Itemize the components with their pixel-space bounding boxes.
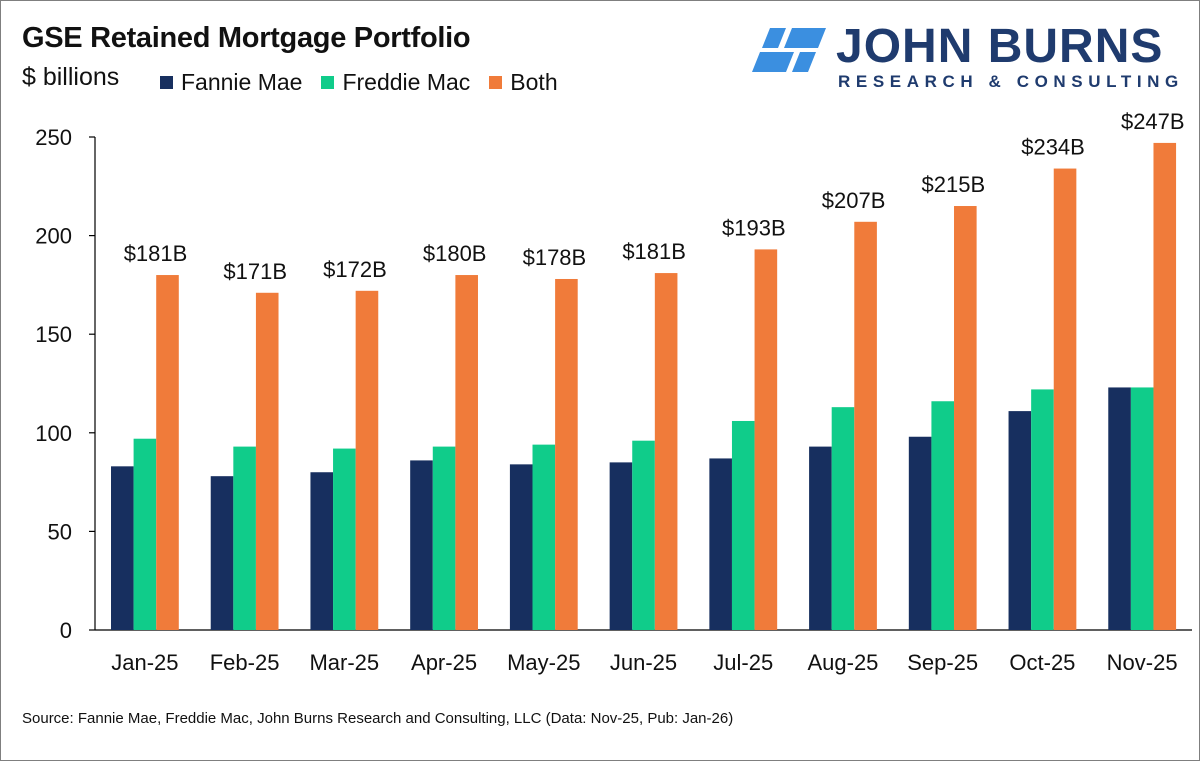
chart-subtitle: $ billions xyxy=(22,63,120,91)
x-tick-label: Jul-25 xyxy=(713,650,773,675)
x-tick-label: Apr-25 xyxy=(411,650,477,675)
data-label: $234B xyxy=(1021,135,1085,160)
data-label: $171B xyxy=(223,259,287,284)
y-tick-label: 250 xyxy=(35,125,72,150)
legend-item-both: Both xyxy=(489,69,558,96)
bar-freddie-mac xyxy=(831,407,855,630)
company-logo: JOHN BURNS RESEARCH & CONSULTING xyxy=(752,20,1178,95)
bar-freddie-mac xyxy=(731,420,755,630)
bar-both xyxy=(156,275,179,630)
bar-freddie-mac xyxy=(233,446,256,630)
y-tick-label: 50 xyxy=(48,519,72,544)
data-label: $247B xyxy=(1121,109,1185,134)
x-tick-label: Jun-25 xyxy=(610,650,677,675)
bar-fannie-mae xyxy=(609,462,633,630)
data-label: $181B xyxy=(622,239,686,264)
bar-fannie-mae xyxy=(908,436,932,630)
logo-mark-stripe-bottom-left xyxy=(752,52,794,72)
legend: Fannie Mae Freddie Mac Both xyxy=(160,69,577,96)
source-note: Source: Fannie Mae, Freddie Mac, John Bu… xyxy=(22,710,734,727)
bar-both xyxy=(1153,142,1177,630)
data-label: $207B xyxy=(822,188,886,213)
bar-freddie-mac xyxy=(632,440,655,630)
x-tick-label: Sep-25 xyxy=(907,650,978,675)
y-tick-label: 200 xyxy=(35,224,72,249)
bar-freddie-mac xyxy=(1031,389,1054,630)
bar-freddie-mac xyxy=(1130,387,1154,630)
bar-both xyxy=(555,278,578,630)
logo-mark-stripe-top-left xyxy=(762,28,786,48)
bar-freddie-mac xyxy=(333,448,356,630)
bar-fannie-mae xyxy=(410,460,433,630)
logo-mark-stripe-top-right xyxy=(784,28,826,48)
x-tick-label: Aug-25 xyxy=(807,650,878,675)
legend-label-both: Both xyxy=(510,69,558,95)
bar-freddie-mac xyxy=(532,444,556,630)
bar-fannie-mae xyxy=(210,476,234,630)
john-burns-logo-mark-icon xyxy=(752,28,826,72)
chart-title: GSE Retained Mortgage Portfolio xyxy=(22,22,471,54)
legend-item-fannie-mae: Fannie Mae xyxy=(160,69,302,96)
y-tick-label: 100 xyxy=(35,421,72,446)
y-tick-label: 150 xyxy=(35,322,72,347)
logo-name: JOHN BURNS xyxy=(836,20,1164,73)
data-label: $215B xyxy=(922,172,986,197)
bar-fannie-mae xyxy=(1108,387,1131,630)
bar-both xyxy=(654,273,678,630)
x-tick-label: Oct-25 xyxy=(1009,650,1075,675)
bar-fannie-mae xyxy=(809,446,832,630)
x-tick-label: Feb-25 xyxy=(210,650,280,675)
legend-swatch-both xyxy=(489,76,503,89)
bar-fannie-mae xyxy=(310,472,334,630)
legend-swatch-fannie-mae xyxy=(160,76,173,89)
bar-freddie-mac xyxy=(133,438,157,630)
bar-both xyxy=(1053,168,1077,630)
bar-both xyxy=(854,221,877,630)
bar-fannie-mae xyxy=(1008,411,1032,630)
bar-both xyxy=(954,206,977,630)
data-label: $172B xyxy=(323,257,387,282)
bar-fannie-mae xyxy=(709,458,732,630)
bar-fannie-mae xyxy=(509,464,533,630)
data-label: $193B xyxy=(722,215,786,240)
x-tick-label: Jan-25 xyxy=(111,650,178,675)
x-tick-label: May-25 xyxy=(507,650,580,675)
bar-freddie-mac xyxy=(931,401,955,630)
y-tick-label: 0 xyxy=(60,618,72,643)
bar-both xyxy=(455,275,478,630)
legend-swatch-freddie-mac xyxy=(321,76,335,89)
bar-both xyxy=(355,290,379,630)
bar-freddie-mac xyxy=(432,446,456,630)
logo-tagline: RESEARCH & CONSULTING xyxy=(838,72,1184,91)
bar-both xyxy=(754,249,778,631)
legend-label-fannie-mae: Fannie Mae xyxy=(181,69,303,95)
data-label: $181B xyxy=(124,241,188,266)
x-tick-label: Nov-25 xyxy=(1107,650,1178,675)
legend-item-freddie-mac: Freddie Mac xyxy=(321,69,470,96)
data-label: $180B xyxy=(423,241,487,266)
x-tick-label: Mar-25 xyxy=(309,650,379,675)
bar-both xyxy=(255,292,279,630)
bar-fannie-mae xyxy=(111,466,134,630)
logo-mark-stripe-bottom-right xyxy=(792,52,816,72)
legend-label-freddie-mac: Freddie Mac xyxy=(342,69,471,95)
data-label: $178B xyxy=(523,245,587,270)
